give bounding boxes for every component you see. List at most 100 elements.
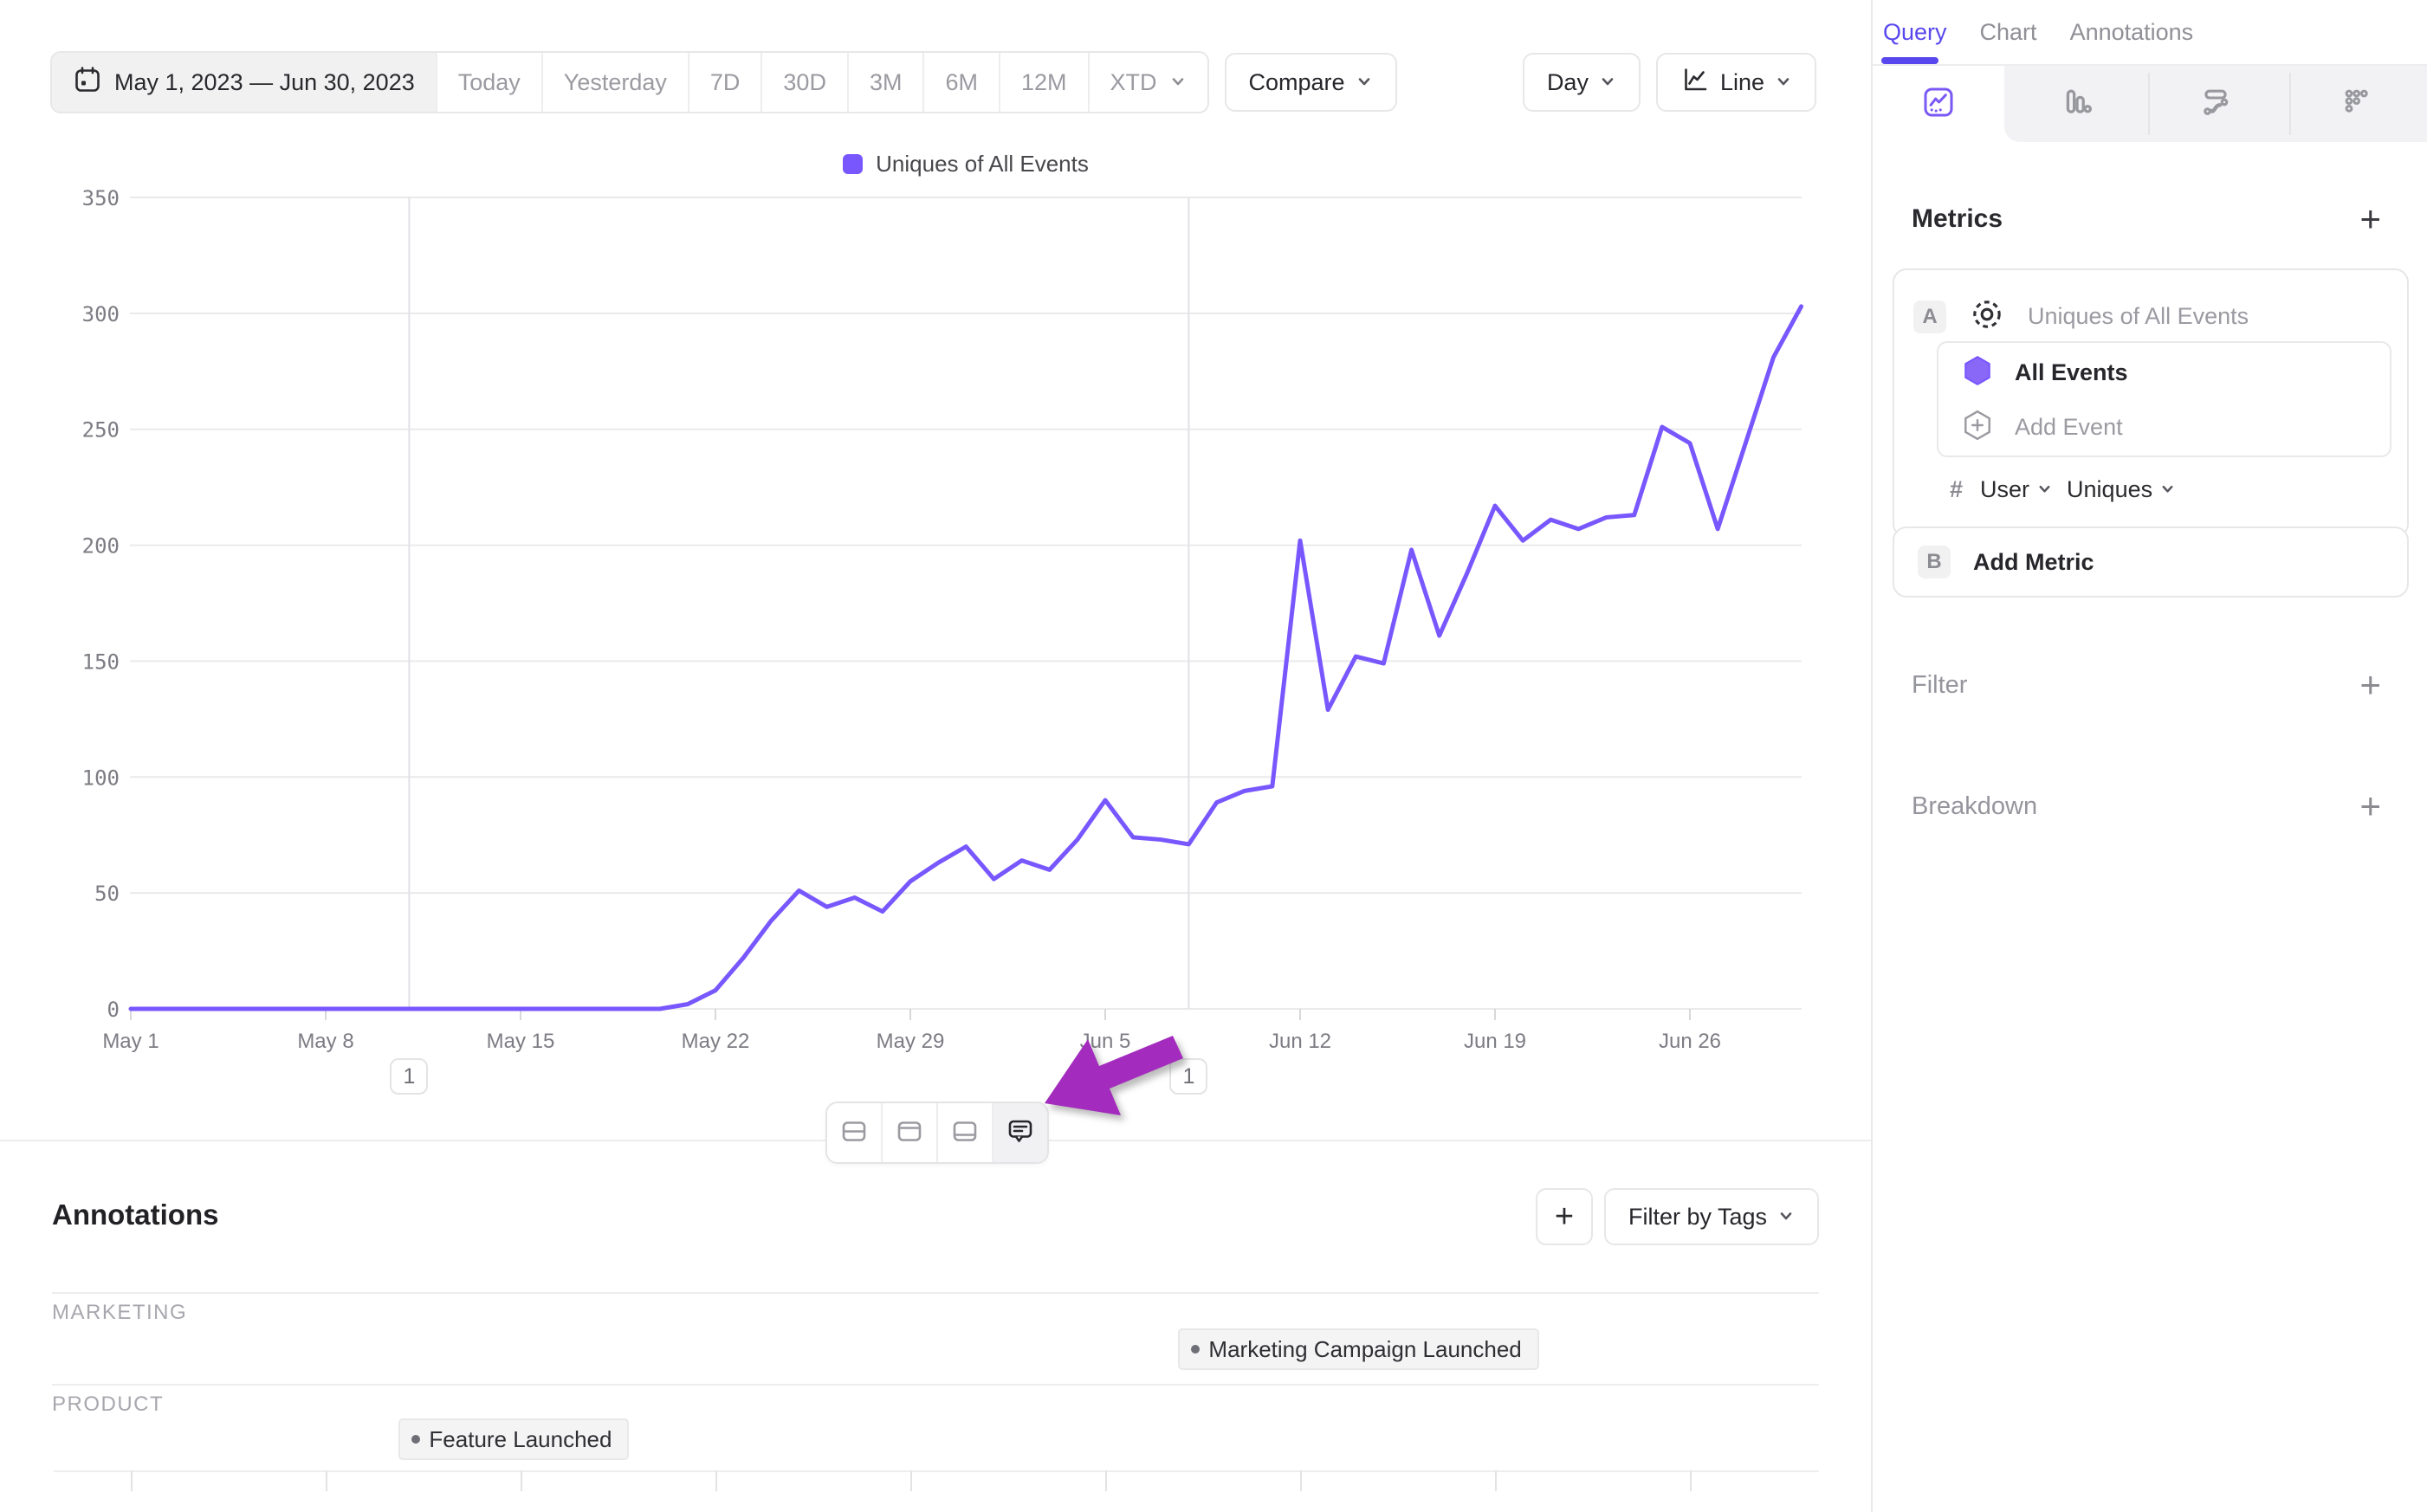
hexagon-icon bbox=[1961, 354, 1994, 391]
annotation-category-product: PRODUCT bbox=[52, 1392, 165, 1416]
plus-icon: + bbox=[1554, 1198, 1575, 1235]
tab-cell-divider bbox=[2289, 73, 2291, 135]
layout-top-button[interactable] bbox=[881, 1103, 936, 1162]
tab-query[interactable]: Query bbox=[1883, 18, 1947, 45]
add-breakdown-plus-icon[interactable]: + bbox=[2359, 785, 2381, 826]
line-chart[interactable]: 0 50 100 150 200 250 300 350 May 1 May 8 May 15 May… bbox=[0, 0, 1871, 1195]
report-type-tabs bbox=[1873, 66, 2427, 142]
compare-button[interactable]: Compare bbox=[1224, 53, 1397, 112]
preset-3m[interactable]: 3M bbox=[846, 53, 923, 112]
add-event-row[interactable]: Add Event bbox=[1961, 409, 2123, 446]
chevron-down-icon bbox=[2159, 476, 2176, 503]
user-selector[interactable]: User bbox=[1980, 476, 2053, 503]
user-selector-label: User bbox=[1980, 476, 2030, 502]
legend-swatch bbox=[843, 154, 864, 174]
preset-7d[interactable]: 7D bbox=[687, 53, 761, 112]
svg-text:200: 200 bbox=[82, 534, 120, 559]
timeline-tick bbox=[326, 1470, 327, 1491]
preset-xtd-label: XTD bbox=[1110, 68, 1157, 95]
event-label: All Events bbox=[2015, 359, 2128, 385]
svg-text:150: 150 bbox=[82, 649, 120, 674]
preset-12m[interactable]: 12M bbox=[998, 53, 1088, 112]
report-tab-more[interactable] bbox=[2292, 66, 2424, 142]
annotation-chip-label: Feature Launched bbox=[429, 1425, 612, 1452]
chevron-down-icon bbox=[1169, 69, 1187, 96]
timeline-tick bbox=[715, 1470, 717, 1491]
active-tab-underline bbox=[1881, 57, 1938, 64]
annotation-row-divider bbox=[52, 1292, 1819, 1294]
timeline-tick bbox=[1300, 1470, 1302, 1491]
flows-icon bbox=[2198, 85, 2233, 124]
timeline-tick bbox=[1495, 1470, 1497, 1491]
date-range-group: May 1, 2023 — Jun 30, 2023 Today Yesterd… bbox=[50, 51, 1209, 113]
granularity-button[interactable]: Day bbox=[1522, 53, 1641, 112]
layout-bottom-button[interactable] bbox=[936, 1103, 992, 1162]
report-tab-flows[interactable] bbox=[2150, 66, 2281, 142]
metric-badge: B bbox=[1918, 546, 1951, 578]
chart-legend[interactable]: Uniques of All Events bbox=[130, 151, 1802, 178]
breakdown-label: Breakdown bbox=[1912, 792, 2038, 820]
metric-a-selectors: # User Uniques bbox=[1950, 476, 2176, 503]
layout-split-icon bbox=[838, 1115, 870, 1151]
chevron-down-icon bbox=[1599, 69, 1616, 96]
hexagon-plus-icon bbox=[1961, 409, 1994, 446]
preset-6m[interactable]: 6M bbox=[922, 53, 999, 112]
preset-30d[interactable]: 30D bbox=[760, 53, 847, 112]
preset-today[interactable]: Today bbox=[435, 53, 541, 112]
filter-label: Filter bbox=[1912, 670, 1968, 699]
add-event-label: Add Event bbox=[2015, 414, 2123, 440]
preset-yesterday[interactable]: Yesterday bbox=[540, 53, 688, 112]
chart-layout-toolbar bbox=[825, 1102, 1049, 1164]
svg-text:May 22: May 22 bbox=[682, 1030, 750, 1053]
annotation-chip-product[interactable]: Feature Launched bbox=[398, 1418, 630, 1460]
timeline-tick bbox=[1690, 1470, 1692, 1491]
metric-card-a[interactable]: A Uniques of All Events All Ev bbox=[1893, 268, 2409, 538]
legend-label: Uniques of All Events bbox=[876, 151, 1089, 177]
chart-type-button[interactable]: Line bbox=[1655, 53, 1816, 112]
add-metric-plus-icon[interactable]: + bbox=[2359, 198, 2381, 239]
gear-icon[interactable] bbox=[1969, 296, 2005, 337]
date-range-button[interactable]: May 1, 2023 — Jun 30, 2023 bbox=[52, 53, 436, 112]
metrics-header: Metrics + bbox=[1912, 201, 2381, 237]
timeline-tick bbox=[1105, 1470, 1107, 1491]
svg-text:Jun 26: Jun 26 bbox=[1659, 1030, 1721, 1053]
report-tab-insights[interactable] bbox=[1873, 66, 2004, 142]
metric-badge: A bbox=[1913, 300, 1946, 333]
tab-cell-divider bbox=[2148, 73, 2150, 135]
svg-text:May 15: May 15 bbox=[487, 1030, 555, 1053]
compare-label: Compare bbox=[1248, 68, 1345, 95]
timeline-tick bbox=[910, 1470, 912, 1491]
tab-annotations[interactable]: Annotations bbox=[2069, 18, 2194, 45]
annotation-dot-icon bbox=[411, 1435, 421, 1444]
report-tab-funnels[interactable] bbox=[2011, 66, 2143, 142]
svg-text:May 29: May 29 bbox=[877, 1030, 945, 1053]
metric-name: Uniques of All Events bbox=[2028, 303, 2249, 329]
svg-text:Jun 19: Jun 19 bbox=[1464, 1030, 1526, 1053]
event-row-all-events[interactable]: All Events bbox=[1961, 354, 2128, 391]
svg-text:50: 50 bbox=[94, 882, 120, 906]
annotations-toggle-button[interactable] bbox=[992, 1103, 1047, 1162]
layout-top-icon bbox=[894, 1115, 925, 1151]
annotation-chip-marketing[interactable]: Marketing Campaign Launched bbox=[1178, 1328, 1539, 1370]
annotation-chip-label: Marketing Campaign Launched bbox=[1208, 1335, 1522, 1362]
sidebar-tabs: Query Chart Annotations bbox=[1883, 0, 2193, 64]
hash-icon: # bbox=[1950, 476, 1964, 502]
uniques-selector[interactable]: Uniques bbox=[2067, 476, 2176, 503]
svg-text:Jun 5: Jun 5 bbox=[1080, 1030, 1131, 1053]
add-filter-plus-icon[interactable]: + bbox=[2359, 664, 2381, 705]
metric-a-header: A Uniques of All Events bbox=[1913, 296, 2249, 337]
annotations-title: Annotations bbox=[52, 1199, 219, 1231]
annotation-marker-badge[interactable]: 1 bbox=[1169, 1058, 1208, 1095]
layout-split-button[interactable] bbox=[827, 1103, 881, 1162]
add-annotation-button[interactable]: + bbox=[1536, 1188, 1593, 1245]
preset-xtd[interactable]: XTD bbox=[1087, 53, 1207, 112]
filter-section: Filter + bbox=[1912, 667, 2381, 703]
tab-chart[interactable]: Chart bbox=[1979, 18, 2037, 45]
filter-by-tags-button[interactable]: Filter by Tags bbox=[1604, 1188, 1820, 1245]
uniques-selector-label: Uniques bbox=[2067, 476, 2153, 502]
tabs-divider bbox=[1873, 64, 2427, 66]
calendar-icon bbox=[73, 65, 102, 100]
main-area: May 1, 2023 — Jun 30, 2023 Today Yesterd… bbox=[0, 0, 1871, 1491]
metric-card-b[interactable]: B Add Metric bbox=[1893, 527, 2409, 598]
annotation-marker-badge[interactable]: 1 bbox=[390, 1058, 429, 1095]
